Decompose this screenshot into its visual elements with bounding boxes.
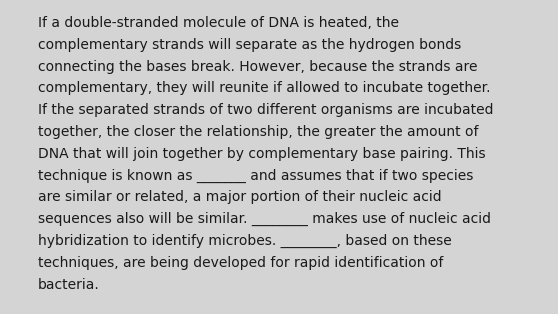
Text: technique is known as _______ and assumes that if two species: technique is known as _______ and assume… [38,169,473,183]
Text: DNA that will join together by complementary base pairing. This: DNA that will join together by complemen… [38,147,485,161]
Text: techniques, are being developed for rapid identification of: techniques, are being developed for rapi… [38,256,444,270]
Text: hybridization to identify microbes. ________, based on these: hybridization to identify microbes. ____… [38,234,452,248]
Text: connecting the bases break. However, because the strands are: connecting the bases break. However, bec… [38,60,478,73]
Text: are similar or related, a major portion of their nucleic acid: are similar or related, a major portion … [38,190,441,204]
Text: together, the closer the relationship, the greater the amount of: together, the closer the relationship, t… [38,125,479,139]
Text: If the separated strands of two different organisms are incubated: If the separated strands of two differen… [38,103,493,117]
Text: complementary strands will separate as the hydrogen bonds: complementary strands will separate as t… [38,38,461,52]
Text: If a double-stranded molecule of DNA is heated, the: If a double-stranded molecule of DNA is … [38,16,399,30]
Text: complementary, they will reunite if allowed to incubate together.: complementary, they will reunite if allo… [38,81,490,95]
Text: bacteria.: bacteria. [38,278,100,292]
Text: sequences also will be similar. ________ makes use of nucleic acid: sequences also will be similar. ________… [38,212,491,226]
